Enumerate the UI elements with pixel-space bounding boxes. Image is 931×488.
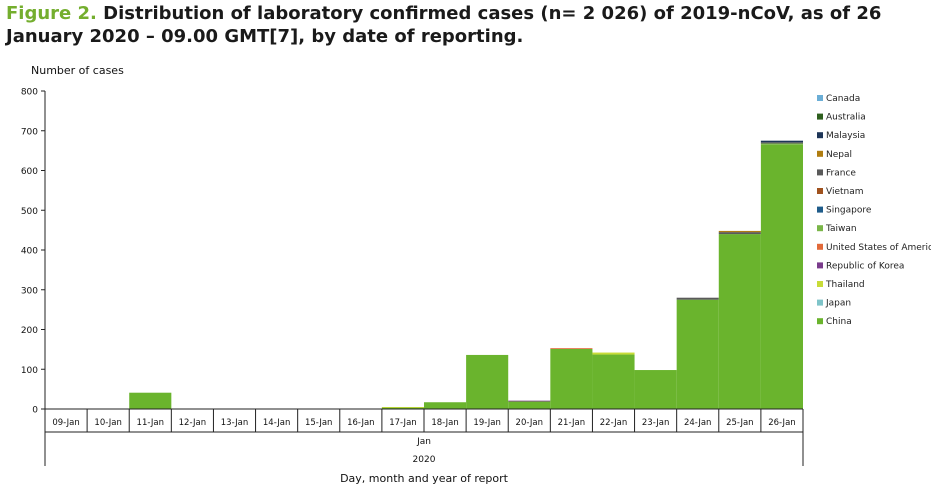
- bar-china-26-jan: [760, 144, 803, 409]
- y-tick-label: 200: [21, 326, 38, 336]
- legend-label-vietnam: Vietnam: [826, 187, 864, 197]
- bar-china-25-jan: [718, 234, 761, 409]
- bar-united-states-of-america-21-jan: [550, 348, 593, 349]
- legend-swatch-united-states-of-america: [817, 243, 823, 250]
- bar-china-18-jan: [424, 402, 467, 409]
- y-tick-label: 0: [32, 406, 38, 416]
- bar-china-19-jan: [466, 354, 509, 409]
- x-tick-label: 20-Jan: [516, 418, 543, 428]
- x-tick-label: 13-Jan: [221, 418, 248, 428]
- y-tick-label: 100: [21, 366, 38, 376]
- y-axis-label: Number of cases: [31, 64, 124, 77]
- legend-swatch-vietnam: [817, 188, 823, 194]
- x-tick-label: 24-Jan: [684, 418, 711, 428]
- x-tick-label: 09-Jan: [52, 418, 79, 428]
- legend-swatch-taiwan: [817, 225, 823, 232]
- bar-china-21-jan: [550, 348, 593, 409]
- bar-republic-of-korea-20-jan: [508, 400, 551, 402]
- y-tick-label: 500: [21, 207, 38, 217]
- bar-nepal-25-jan: [718, 230, 761, 233]
- bar-taiwan-26-jan: [760, 143, 803, 145]
- x-group-label-year: 2020: [413, 455, 436, 465]
- bars-layer: [129, 140, 803, 409]
- legend-swatch-republic-of-korea: [817, 262, 823, 269]
- x-tick-label: 11-Jan: [137, 418, 164, 428]
- legend-label-australia: Australia: [826, 113, 866, 123]
- legend-label-malaysia: Malaysia: [826, 131, 865, 141]
- x-tick-label: 14-Jan: [263, 418, 290, 428]
- legend-label-france: France: [826, 168, 856, 178]
- bar-france-25-jan: [718, 232, 761, 235]
- legend-label-china: China: [826, 317, 852, 327]
- x-tick-label: 25-Jan: [726, 418, 753, 428]
- legend: Canada Australia Malaysia Nepal France Vietna…: [817, 94, 931, 327]
- legend-swatch-malaysia: [817, 132, 823, 139]
- x-tick-label: 15-Jan: [305, 418, 332, 428]
- x-tick-label: 22-Jan: [600, 418, 627, 428]
- x-tick-label: 19-Jan: [473, 418, 500, 428]
- bar-china-23-jan: [634, 370, 677, 409]
- legend-label-canada: Canada: [826, 94, 860, 104]
- x-tick-label: 21-Jan: [558, 418, 585, 428]
- bar-france-26-jan: [760, 142, 803, 144]
- x-tick-label: 10-Jan: [94, 418, 121, 428]
- legend-label-taiwan: Taiwan: [825, 224, 857, 234]
- bar-thailand-22-jan: [592, 352, 635, 355]
- x-group-label-month: Jan: [416, 437, 431, 447]
- legend-swatch-singapore: [817, 206, 823, 213]
- legend-label-united-states-of-america: United States of America: [826, 243, 931, 253]
- figure-title: Figure 2. Distribution of laboratory con…: [6, 2, 926, 48]
- legend-swatch-china: [817, 318, 823, 325]
- bar-malaysia-26-jan: [760, 140, 803, 143]
- bar-china-20-jan: [508, 401, 551, 409]
- bar-china-17-jan: [381, 407, 424, 409]
- legend-swatch-japan: [817, 299, 823, 306]
- legend-label-singapore: Singapore: [826, 206, 872, 216]
- legend-label-republic-of-korea: Republic of Korea: [826, 261, 904, 271]
- x-tick-label: 17-Jan: [389, 418, 416, 428]
- x-axis: 09-Jan 10-Jan 11-Jan 12-Jan 13-Jan 14-Jan 15-J…: [44, 408, 804, 466]
- legend-swatch-australia: [817, 113, 823, 120]
- figure-label: Figure 2.: [6, 3, 97, 24]
- bar-china-11-jan: [129, 392, 172, 409]
- x-tick-label: 16-Jan: [347, 418, 374, 428]
- y-tick-label: 300: [21, 286, 38, 296]
- y-tick-label: 800: [21, 88, 38, 98]
- y-axis: 0 100 200 300 400 500 600 700 800: [21, 88, 46, 416]
- legend-label-thailand: Thailand: [825, 280, 865, 290]
- x-axis-label: Day, month and year of report: [340, 472, 509, 485]
- x-tick-label: 26-Jan: [768, 418, 795, 428]
- legend-swatch-france: [817, 169, 823, 176]
- x-tick-label: 12-Jan: [179, 418, 206, 428]
- legend-swatch-nepal: [817, 150, 823, 157]
- legend-swatch-canada: [817, 95, 823, 101]
- y-tick-label: 700: [21, 127, 38, 137]
- x-tick-label: 18-Jan: [431, 418, 458, 428]
- legend-swatch-thailand: [817, 281, 823, 287]
- bar-thailand-17-jan: [381, 407, 424, 408]
- bar-china-24-jan: [676, 299, 719, 409]
- y-tick-label: 600: [21, 167, 38, 177]
- legend-label-japan: Japan: [825, 299, 851, 309]
- figure-title-text: Distribution of laboratory confirmed cas…: [6, 3, 882, 47]
- legend-label-nepal: Nepal: [826, 150, 852, 160]
- bar-china-22-jan: [592, 354, 635, 409]
- bar-france-24-jan: [676, 297, 719, 300]
- y-tick-label: 400: [21, 247, 38, 257]
- x-tick-label: 23-Jan: [642, 418, 669, 428]
